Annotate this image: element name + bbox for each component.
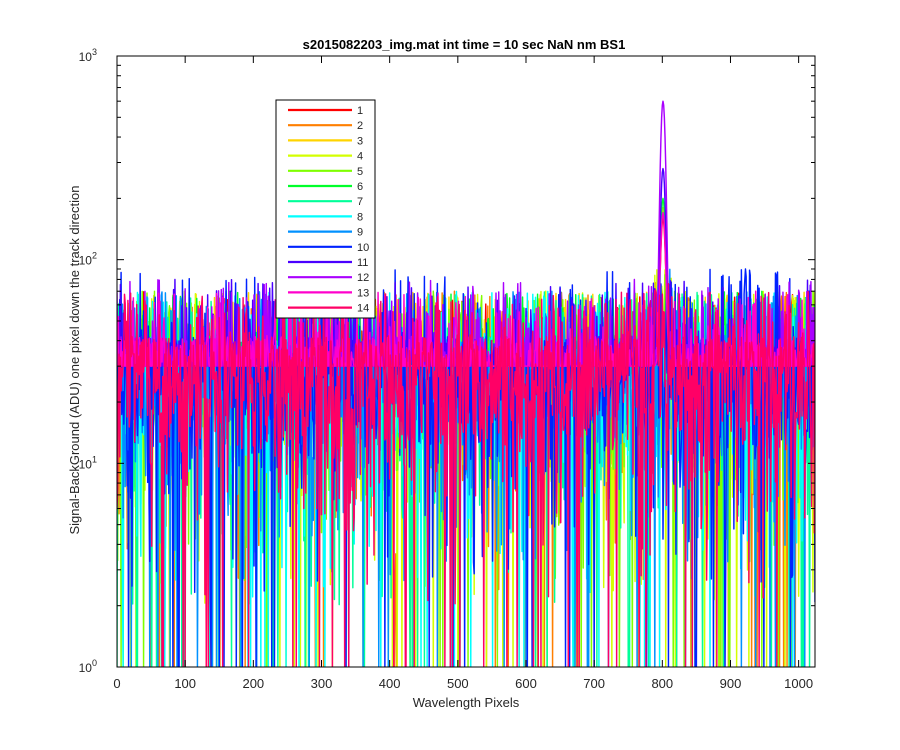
x-ticks: 0 100 200 300 400 500 600 700 800 900 1000: [113, 56, 813, 691]
series-line-14: [117, 282, 815, 667]
x-tick-label: 1000: [784, 676, 813, 691]
x-tick-label: 300: [311, 676, 333, 691]
legend-box: [275, 99, 376, 319]
y-tick-label-exponent: 0: [92, 658, 97, 668]
x-axis-label: Wavelength Pixels: [413, 695, 520, 710]
x-tick-label: 800: [651, 676, 673, 691]
legend-label-13: 13: [357, 287, 369, 299]
y-tick-label-base: 10: [79, 254, 93, 268]
y-tick-label: 102: [79, 251, 97, 268]
y-tick-label-exponent: 3: [92, 47, 97, 57]
x-tick-label: 0: [113, 676, 120, 691]
y-tick-label-base: 10: [79, 50, 93, 64]
legend-label-5: 5: [357, 166, 363, 178]
plot-frame: [116, 55, 816, 668]
x-tick-label: 100: [174, 676, 196, 691]
x-tick-label: 600: [515, 676, 537, 691]
y-axis-label: Signal-BackGround (ADU) one pixel down t…: [67, 185, 82, 534]
legend-label-9: 9: [357, 227, 363, 239]
x-tick-label: 700: [583, 676, 605, 691]
legend-label-2: 2: [357, 120, 363, 132]
series-layer: [117, 100, 815, 667]
legend-label-7: 7: [357, 196, 363, 208]
y-tick-label: 101: [79, 454, 97, 471]
x-tick-label: 500: [447, 676, 469, 691]
axes-layer: 0 100 200 300 400 500 600 700 800 900 1000 1001011…: [79, 47, 816, 691]
y-tick-label-base: 10: [79, 457, 93, 471]
legend-label-1: 1: [357, 105, 363, 117]
legend-label-3: 3: [357, 135, 363, 147]
legend-label-12: 12: [357, 272, 369, 284]
y-tick-label-exponent: 2: [92, 251, 97, 261]
legend-label-4: 4: [357, 151, 363, 163]
y-tick-label-exponent: 1: [92, 454, 97, 464]
chart-title: s2015082203_img.mat int time = 10 sec Na…: [303, 37, 626, 52]
legend-label-6: 6: [357, 181, 363, 193]
y-tick-label: 103: [79, 47, 97, 64]
y-tick-label-base: 10: [79, 661, 93, 675]
y-tick-label: 100: [79, 658, 97, 675]
x-tick-label: 900: [720, 676, 742, 691]
x-tick-label: 200: [242, 676, 264, 691]
legend-label-8: 8: [357, 211, 363, 223]
legend-label-10: 10: [357, 242, 369, 254]
legend-label-11: 11: [357, 257, 368, 269]
x-tick-label: 400: [379, 676, 401, 691]
legend-label-14: 14: [357, 303, 369, 315]
